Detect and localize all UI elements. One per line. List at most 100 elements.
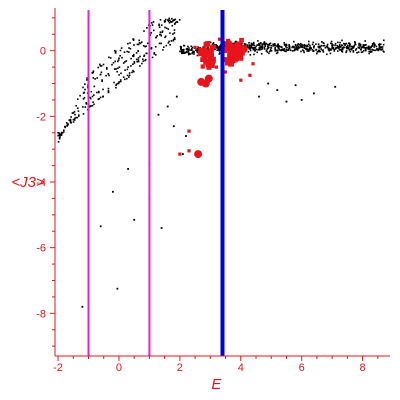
black-point <box>330 49 332 51</box>
black-point <box>172 125 175 128</box>
black-point <box>111 63 113 66</box>
black-point <box>122 62 125 64</box>
black-point <box>133 70 135 73</box>
black-point <box>81 305 84 308</box>
x-tick-label: 2 <box>177 362 183 374</box>
black-point <box>120 47 123 49</box>
black-point <box>341 50 343 52</box>
black-point <box>133 53 135 56</box>
black-point <box>106 68 108 70</box>
black-point <box>77 98 79 100</box>
black-point <box>158 24 160 27</box>
black-point <box>126 68 129 71</box>
black-point <box>339 49 341 51</box>
black-point <box>267 47 269 49</box>
black-point <box>172 33 174 35</box>
red-point-large <box>239 45 248 53</box>
black-point <box>159 19 162 21</box>
black-point <box>272 43 274 46</box>
black-point <box>357 51 360 53</box>
black-point <box>338 44 341 46</box>
black-point <box>365 44 367 46</box>
black-point <box>133 61 136 63</box>
black-point <box>161 31 164 33</box>
black-point <box>131 71 133 74</box>
black-point <box>304 47 307 50</box>
black-point <box>356 51 358 54</box>
black-point <box>310 47 312 50</box>
black-point <box>341 39 343 42</box>
black-point <box>312 47 315 49</box>
black-point <box>261 43 263 46</box>
black-point <box>180 51 183 53</box>
black-point <box>277 45 280 48</box>
red-point-large <box>224 40 233 49</box>
black-point <box>292 45 294 48</box>
black-point <box>337 50 339 52</box>
black-point <box>164 36 166 39</box>
black-point <box>285 100 288 103</box>
black-point <box>142 58 144 60</box>
black-point <box>97 98 100 101</box>
black-point <box>157 113 160 116</box>
black-point <box>300 46 303 48</box>
black-point <box>311 49 314 51</box>
black-point <box>248 46 250 49</box>
black-point <box>107 87 110 90</box>
black-point <box>74 113 76 116</box>
black-point <box>186 47 188 50</box>
black-point <box>281 49 284 51</box>
black-point <box>91 95 94 98</box>
black-point <box>331 46 333 49</box>
black-point <box>176 20 178 23</box>
black-point <box>117 59 120 61</box>
black-point <box>168 40 170 43</box>
black-point <box>218 46 221 48</box>
black-point <box>72 121 75 123</box>
red-point <box>205 48 210 53</box>
black-point <box>127 42 129 45</box>
black-point <box>132 69 134 72</box>
black-point <box>306 50 309 52</box>
black-point <box>63 129 65 131</box>
black-point <box>334 44 336 47</box>
red-point-large <box>194 150 203 159</box>
black-point <box>254 49 257 52</box>
black-point <box>115 84 117 86</box>
black-point <box>338 45 341 48</box>
black-point <box>266 51 269 53</box>
black-point <box>256 44 258 46</box>
black-point <box>123 51 126 53</box>
black-point <box>85 103 88 105</box>
black-point <box>315 43 317 45</box>
red-point <box>238 50 244 55</box>
red-point <box>223 49 228 54</box>
black-point <box>313 45 315 47</box>
black-point <box>371 43 374 45</box>
black-point <box>380 43 382 46</box>
black-point <box>311 43 314 46</box>
black-point <box>328 49 330 52</box>
red-point-large <box>197 77 206 86</box>
black-point <box>280 49 283 52</box>
black-point <box>358 42 360 45</box>
red-point <box>187 129 191 133</box>
black-point <box>382 43 385 46</box>
black-point <box>278 48 280 50</box>
black-point <box>349 45 351 48</box>
red-point <box>227 45 234 52</box>
black-point <box>285 46 287 48</box>
black-point <box>209 41 212 43</box>
black-point <box>153 29 155 32</box>
black-point <box>183 51 185 54</box>
black-point <box>297 44 299 46</box>
red-point <box>223 57 229 63</box>
black-point <box>120 80 122 83</box>
black-point <box>348 48 351 51</box>
black-point <box>136 60 138 63</box>
black-point <box>260 48 262 51</box>
black-point <box>278 45 280 47</box>
red-point <box>239 37 244 43</box>
black-point <box>306 48 308 51</box>
black-point <box>135 52 138 54</box>
